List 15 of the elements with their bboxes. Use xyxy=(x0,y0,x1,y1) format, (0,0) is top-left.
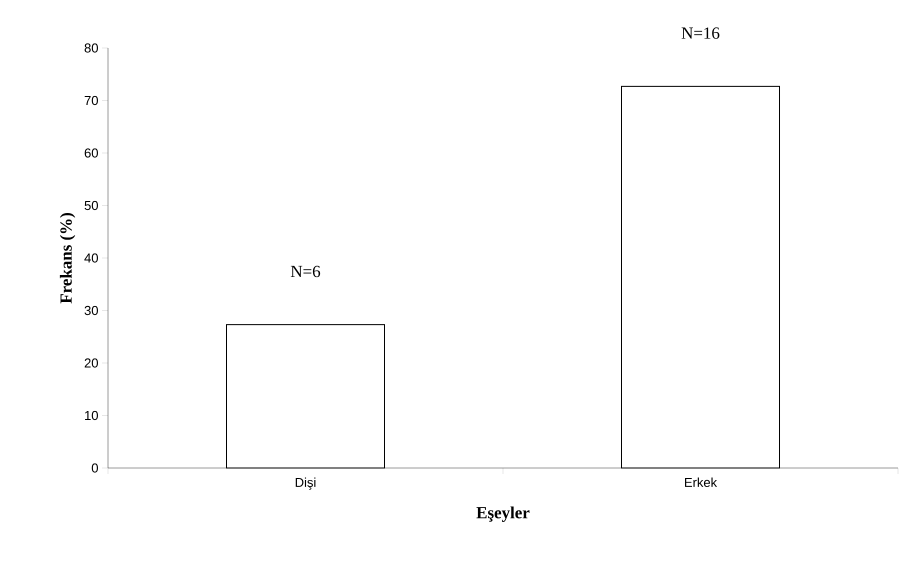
y-tick-label: 10 xyxy=(85,410,98,420)
x-tick-label: Dişi xyxy=(296,478,316,490)
y-tick-label: 50 xyxy=(84,200,98,210)
y-tick-label: 60 xyxy=(84,148,98,158)
y-tick-label: 30 xyxy=(84,306,98,316)
annotation: N=16 xyxy=(682,27,720,39)
y-axis-title: Frekans (%) xyxy=(60,213,76,304)
annotation: N=6 xyxy=(290,266,320,278)
x-axis-title: Eşeyler xyxy=(476,506,530,522)
y-tick-label: 40 xyxy=(84,253,98,263)
y-tick-label: 0 xyxy=(92,463,98,473)
y-tick-label: 20 xyxy=(84,358,98,368)
x-tick-label: Erkek xyxy=(685,478,718,488)
y-tick-label: 80 xyxy=(84,43,98,53)
y-tick-label: 70 xyxy=(84,96,98,106)
